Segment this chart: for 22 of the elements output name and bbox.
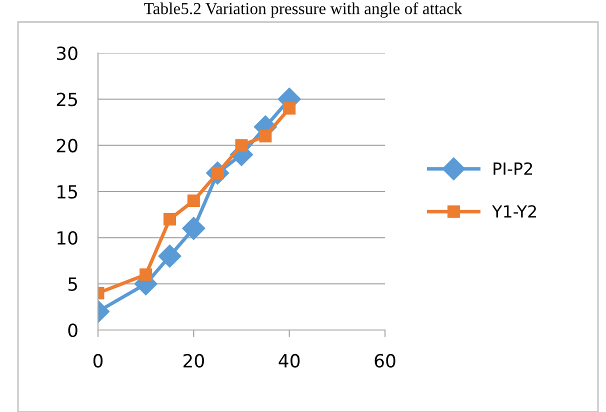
point [283,102,296,115]
point [182,216,206,240]
y-tick-label: 25 [56,92,77,106]
y-tick-label: 10 [58,231,78,245]
x-tick-label: 0 [93,354,103,368]
y-tick-label: 5 [68,278,77,291]
y-tick-label: 20 [56,138,78,152]
y-tick-label: 30 [56,46,78,60]
chart-title: Table5.2 Variation pressure with angle of attack [144,2,462,18]
point [259,130,272,142]
y-tick-label: 15 [58,185,77,199]
x-tick-label: 20 [184,354,204,368]
legend-label: Y1-Y2 [492,205,536,218]
x-tick-label: 60 [374,354,396,368]
point [235,139,248,152]
x-tick-label: 40 [278,354,300,368]
legend-label: PI-P2 [494,162,532,175]
point [187,194,200,207]
y-tick-label: 0 [68,323,78,338]
point [140,268,152,281]
point [164,212,176,226]
point [158,244,182,268]
